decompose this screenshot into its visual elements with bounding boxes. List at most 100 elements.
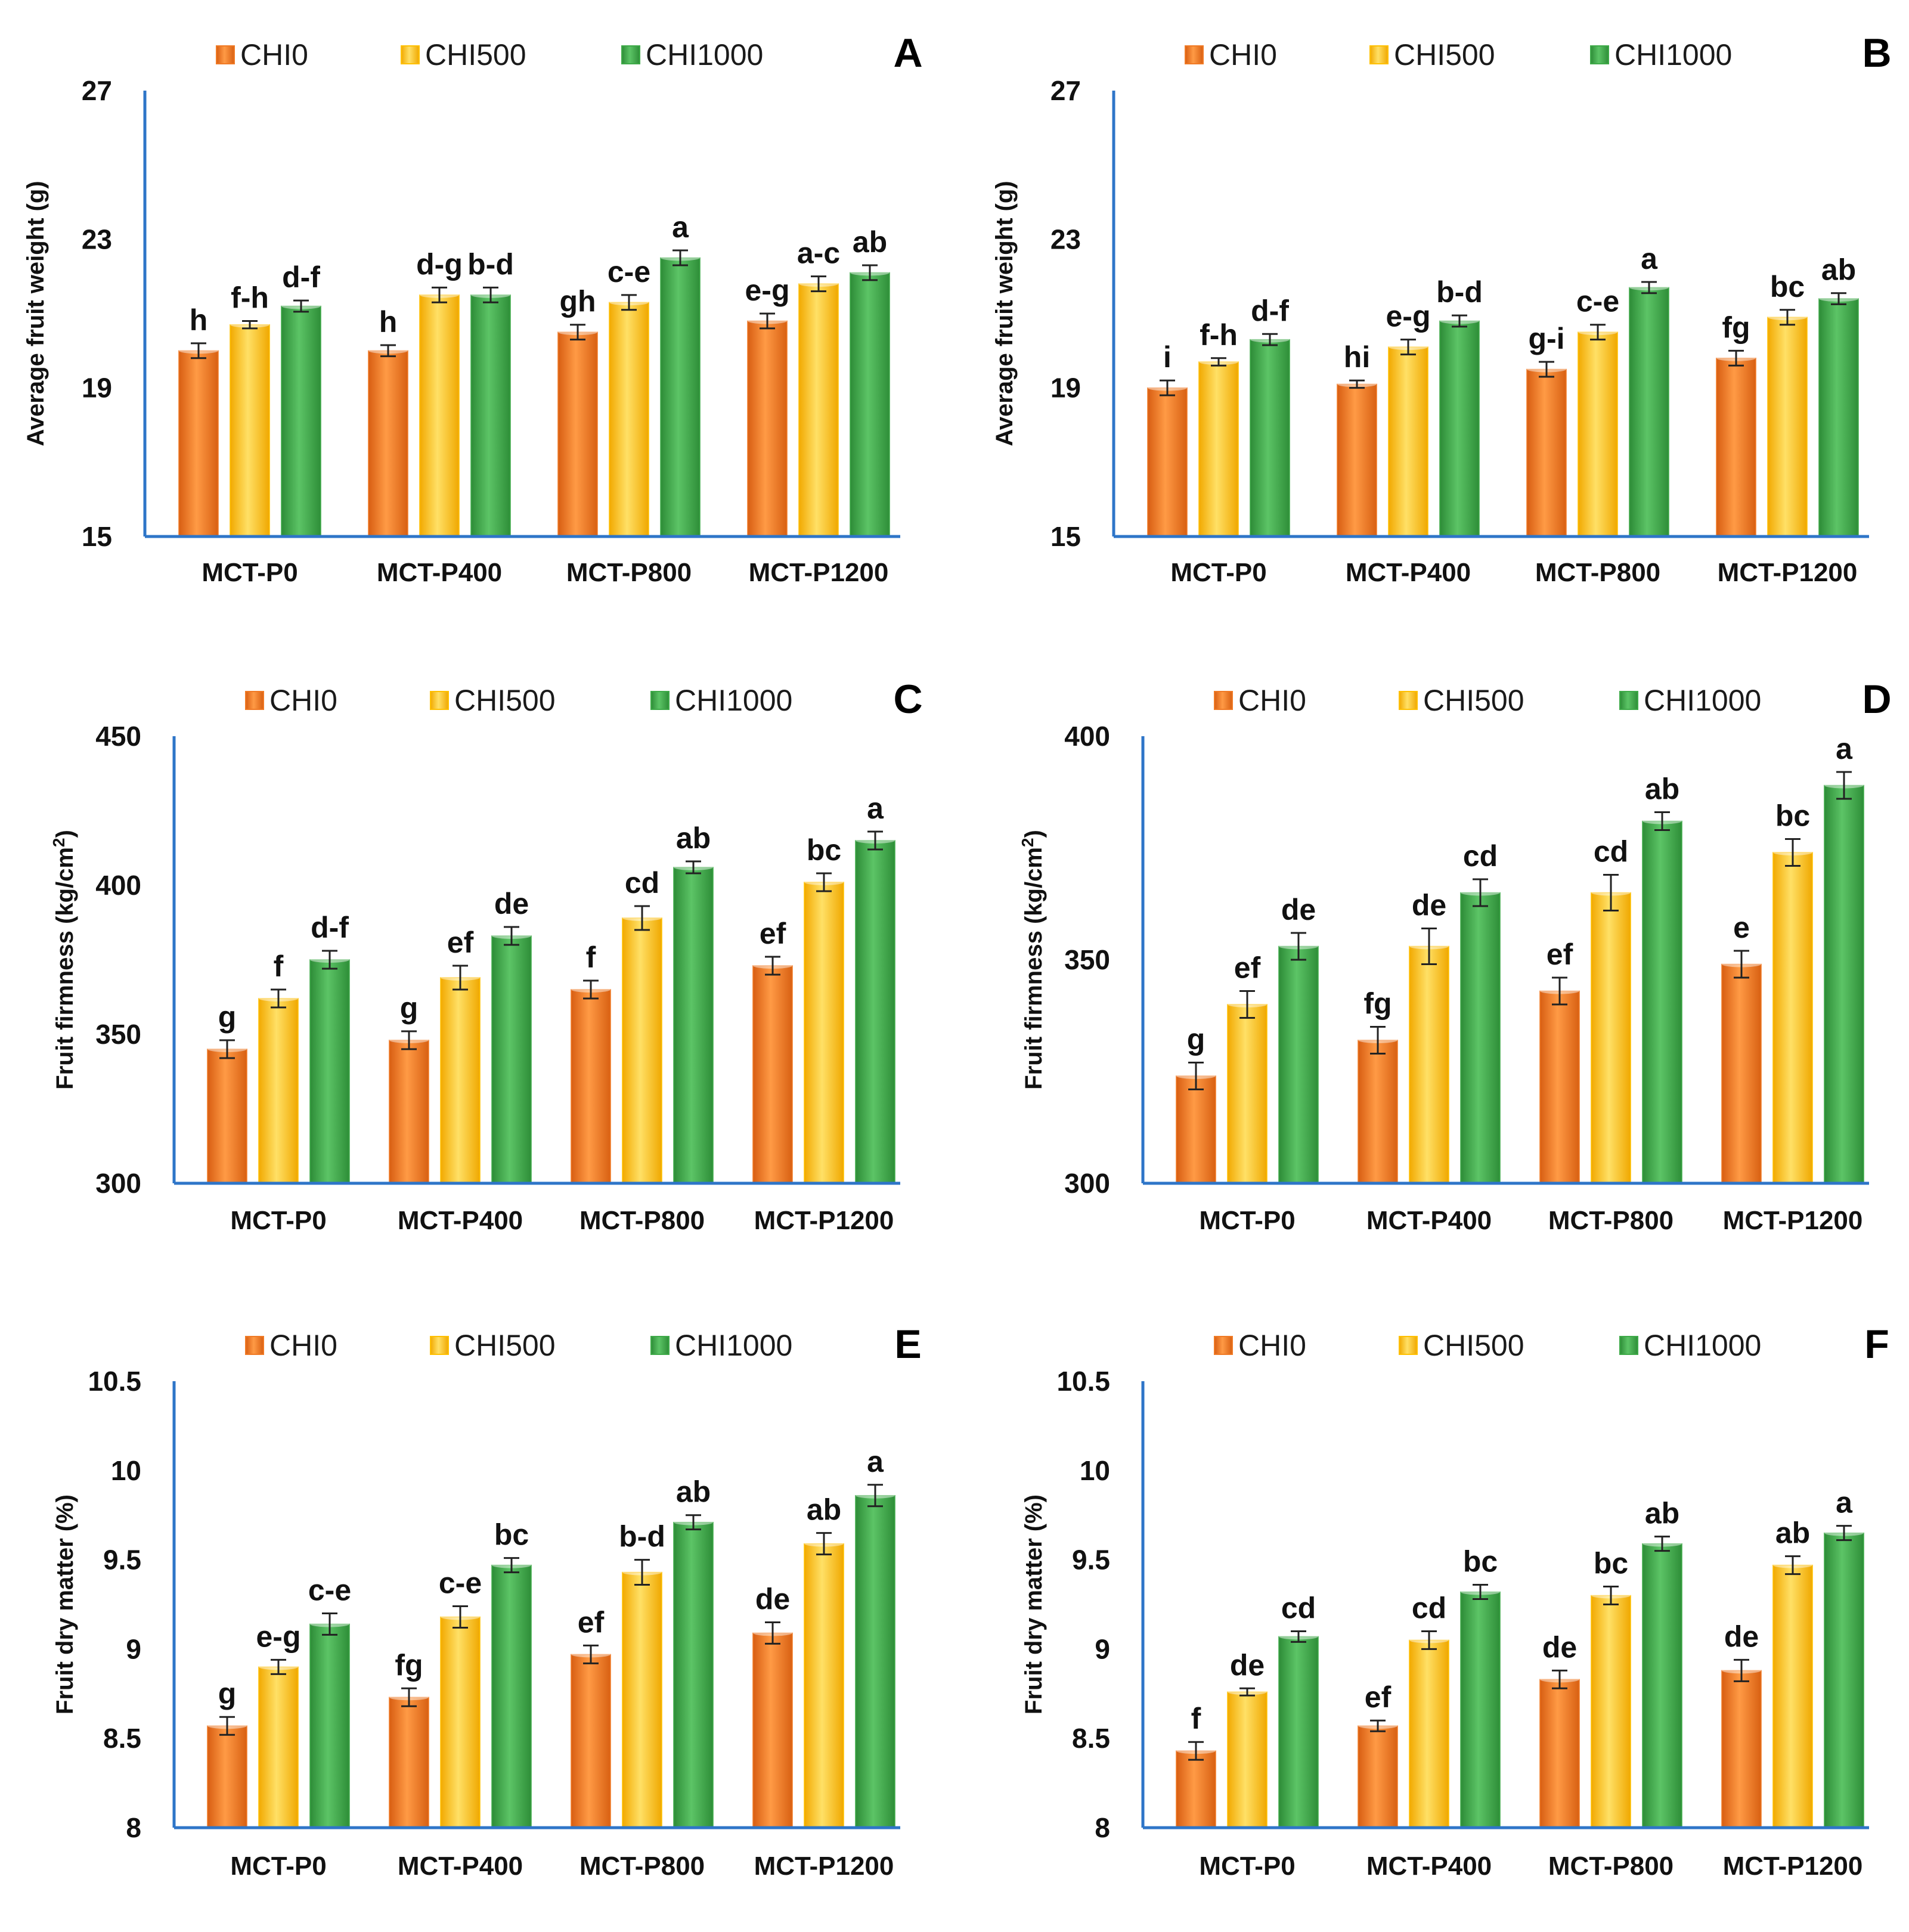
significance-label-d-mct-p400-chi500: de — [1412, 889, 1446, 922]
y-tick-label-c-3: 450 — [95, 721, 141, 752]
bar-d-mct-p400-chi0 — [1358, 1040, 1398, 1184]
bar-e-mct-p400-chi500 — [440, 1616, 481, 1828]
bar-d-mct-p800-chi0 — [1539, 990, 1580, 1184]
significance-label-f-mct-p1200-chi1000: a — [1836, 1486, 1853, 1519]
legend-swatch-chi1000 — [621, 45, 640, 64]
x-category-label-d-mct-p0: MCT-P0 — [1199, 1206, 1295, 1235]
bar-c-mct-p400-chi0 — [389, 1040, 429, 1184]
legend-swatch-chi1000 — [1590, 45, 1609, 64]
legend-swatch-chi500 — [1369, 45, 1389, 64]
significance-label-c-mct-p800-chi0: f — [586, 941, 596, 974]
bar-f-mct-p800-chi1000 — [1642, 1543, 1682, 1828]
significance-label-e-mct-p1200-chi0: de — [755, 1582, 790, 1615]
x-category-label-f-mct-p800: MCT-P800 — [1548, 1852, 1674, 1881]
y-axis-label-f: Fruit dry matter (%) — [1021, 1494, 1047, 1714]
significance-label-d-mct-p800-chi1000: ab — [1645, 773, 1679, 806]
bar-e-mct-p0-chi0 — [207, 1725, 247, 1828]
legend-swatch-chi1000 — [1619, 1336, 1638, 1355]
panel-letter-d: D — [1862, 677, 1891, 722]
legend-swatch-chi0 — [1214, 1336, 1233, 1355]
significance-label-a-mct-p400-chi500: d-g — [416, 247, 463, 281]
x-category-label-d-mct-p1200: MCT-P1200 — [1723, 1206, 1863, 1235]
bar-e-mct-p400-chi0 — [389, 1697, 429, 1828]
panel-f: CHI0 CHI500 CHI1000 F Fruit dry matter (%) 8 8… — [1021, 1322, 1889, 1881]
legend-label-chi1000: CHI1000 — [1644, 684, 1761, 717]
legend-swatch-chi0 — [216, 45, 235, 64]
significance-label-a-mct-p400-chi0: h — [379, 305, 398, 339]
legend-label-chi1000: CHI1000 — [646, 38, 763, 72]
bar-e-mct-p800-chi500 — [622, 1571, 662, 1828]
x-category-label-f-mct-p1200: MCT-P1200 — [1723, 1852, 1863, 1881]
x-category-label-e-mct-p0: MCT-P0 — [230, 1852, 326, 1881]
bar-b-mct-p400-chi500 — [1388, 346, 1428, 537]
bar-f-mct-p0-chi0 — [1176, 1750, 1216, 1828]
bar-e-mct-p1200-chi0 — [752, 1632, 793, 1828]
significance-label-e-mct-p800-chi0: ef — [578, 1605, 605, 1639]
legend-label-chi500: CHI500 — [425, 38, 526, 72]
legend-swatch-chi0 — [1214, 691, 1233, 710]
x-category-label-b-mct-p800: MCT-P800 — [1535, 558, 1660, 587]
significance-label-d-mct-p1200-chi0: e — [1733, 911, 1750, 944]
y-tick-label-e-1: 8.5 — [103, 1723, 141, 1754]
bar-a-mct-p0-chi1000 — [281, 305, 321, 537]
significance-label-c-mct-p0-chi0: g — [218, 1000, 237, 1034]
y-axis-label-c: Fruit firmness (kg/cm2) — [49, 830, 78, 1090]
significance-label-b-mct-p0-chi500: f-h — [1200, 318, 1238, 352]
significance-label-b-mct-p400-chi500: e-g — [1386, 300, 1431, 333]
x-category-label-e-mct-p400: MCT-P400 — [398, 1852, 523, 1881]
significance-label-e-mct-p800-chi1000: ab — [676, 1475, 711, 1509]
bar-b-mct-p400-chi1000 — [1439, 320, 1480, 537]
significance-label-d-mct-p400-chi0: fg — [1363, 987, 1392, 1021]
x-category-label-c-mct-p400: MCT-P400 — [398, 1206, 523, 1235]
x-category-label-d-mct-p800: MCT-P800 — [1548, 1206, 1674, 1235]
bar-a-mct-p800-chi1000 — [660, 257, 701, 537]
significance-label-d-mct-p800-chi500: cd — [1594, 835, 1628, 869]
bar-b-mct-p400-chi0 — [1337, 383, 1377, 537]
x-category-label-a-mct-p0: MCT-P0 — [202, 558, 297, 587]
significance-label-e-mct-p400-chi0: fg — [395, 1648, 423, 1682]
significance-label-a-mct-p800-chi500: c-e — [608, 255, 650, 289]
x-category-label-d-mct-p400: MCT-P400 — [1366, 1206, 1492, 1235]
y-tick-label-c-0: 300 — [95, 1168, 141, 1199]
y-tick-label-f-3: 9.5 — [1072, 1545, 1110, 1576]
significance-label-e-mct-p400-chi1000: bc — [494, 1518, 529, 1552]
x-category-label-f-mct-p0: MCT-P0 — [1199, 1852, 1295, 1881]
y-tick-label-f-2: 9 — [1095, 1633, 1110, 1664]
significance-label-c-mct-p1200-chi0: ef — [760, 917, 786, 950]
y-tick-label-e-0: 8 — [126, 1812, 141, 1843]
significance-label-a-mct-p0-chi0: h — [190, 303, 208, 337]
significance-label-a-mct-p400-chi1000: b-d — [467, 247, 514, 281]
bar-d-mct-p0-chi500 — [1227, 1004, 1267, 1184]
bar-d-mct-p400-chi1000 — [1460, 892, 1501, 1184]
legend-label-chi0: CHI0 — [1209, 38, 1277, 72]
legend-swatch-chi0 — [1185, 45, 1204, 64]
significance-label-d-mct-p0-chi0: g — [1187, 1023, 1205, 1056]
bar-a-mct-p400-chi0 — [368, 350, 408, 537]
y-axis-label-b: Average fruit weight (g) — [991, 181, 1018, 446]
x-category-label-e-mct-p1200: MCT-P1200 — [754, 1852, 894, 1881]
bar-b-mct-p0-chi500 — [1198, 361, 1239, 537]
bar-e-mct-p1200-chi500 — [804, 1543, 844, 1828]
significance-label-f-mct-p800-chi1000: ab — [1645, 1497, 1679, 1530]
bar-b-mct-p800-chi1000 — [1629, 287, 1669, 537]
significance-label-b-mct-p0-chi0: i — [1163, 340, 1172, 374]
significance-label-e-mct-p0-chi1000: c-e — [308, 1573, 351, 1607]
x-category-label-b-mct-p400: MCT-P400 — [1346, 558, 1471, 587]
legend-swatch-chi1000 — [1619, 691, 1638, 710]
legend-label-chi500: CHI500 — [1423, 684, 1524, 717]
bar-c-mct-p1200-chi1000 — [855, 840, 895, 1184]
significance-label-f-mct-p0-chi500: de — [1230, 1648, 1265, 1682]
significance-label-a-mct-p1200-chi1000: ab — [853, 225, 887, 259]
x-category-label-c-mct-p1200: MCT-P1200 — [754, 1206, 894, 1235]
significance-label-c-mct-p0-chi1000: d-f — [311, 911, 349, 944]
y-tick-label-d-0: 300 — [1064, 1168, 1110, 1199]
y-tick-label-b-1: 19 — [1050, 373, 1081, 404]
bar-a-mct-p1200-chi0 — [747, 320, 788, 537]
y-tick-label-f-0: 8 — [1095, 1812, 1110, 1843]
significance-label-b-mct-p0-chi1000: d-f — [1251, 294, 1289, 327]
bar-f-mct-p0-chi500 — [1227, 1691, 1267, 1828]
panel-letter-b: B — [1862, 30, 1891, 76]
bar-d-mct-p800-chi1000 — [1642, 820, 1682, 1184]
significance-label-c-mct-p400-chi1000: de — [494, 887, 529, 920]
panel-a: CHI0 CHI500 CHI1000 A Average fruit weight (… — [23, 30, 923, 587]
